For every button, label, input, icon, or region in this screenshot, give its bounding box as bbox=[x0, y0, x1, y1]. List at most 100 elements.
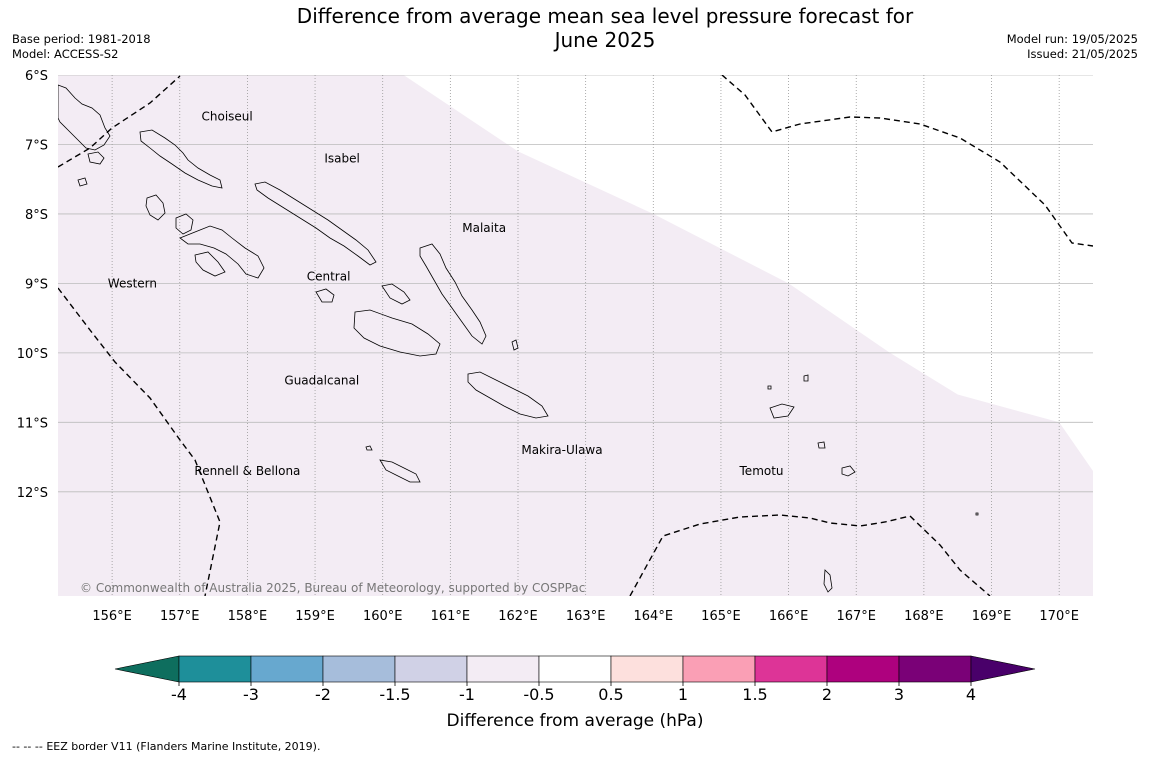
colorbar-bin-1 bbox=[250, 655, 324, 683]
florida-islands bbox=[315, 288, 335, 303]
lon-tick-label-3: 159°E bbox=[295, 609, 335, 624]
lon-tick-label-11: 167°E bbox=[836, 609, 876, 624]
santa-isabel-coast bbox=[254, 181, 377, 266]
lat-tick-label-2: 8°S bbox=[25, 208, 48, 223]
lon-tick-label-8: 164°E bbox=[634, 609, 674, 624]
province-label-0: Choiseul bbox=[202, 110, 253, 124]
guadalcanal-coast bbox=[353, 309, 441, 357]
colorbar-high-extend bbox=[970, 655, 1036, 683]
eez-border-south-west bbox=[58, 287, 221, 596]
colorbar-bin-6 bbox=[610, 655, 684, 683]
lon-tick-label-7: 163°E bbox=[566, 609, 606, 624]
colorbar-tick-label-10: 3 bbox=[894, 685, 904, 704]
vella-lavella bbox=[145, 194, 166, 221]
province-label-1: Isabel bbox=[324, 151, 359, 165]
model-name: Model: ACCESS-S2 bbox=[12, 47, 119, 61]
lat-tick-label-6: 12°S bbox=[17, 486, 48, 501]
colorbar-tick-label-6: 0.5 bbox=[598, 685, 623, 704]
colorbar: -4 -3 -2 -1.5 -1 -0.5 0.5 1 1.5 2 3 4 bbox=[114, 655, 1036, 704]
tikopia-anuta bbox=[823, 512, 979, 593]
latitude-tick-labels: 6°S 7°S 8°S 9°S 10°S 11°S 12°S bbox=[17, 69, 48, 501]
shortland-islands bbox=[77, 151, 105, 187]
choiseul-coast bbox=[139, 129, 223, 189]
bellona-island bbox=[365, 445, 373, 451]
colorbar-tick-label-0: -4 bbox=[171, 685, 187, 704]
lon-tick-label-9: 165°E bbox=[701, 609, 741, 624]
lon-tick-label-5: 161°E bbox=[431, 609, 471, 624]
colorbar-bin-0 bbox=[178, 655, 252, 683]
rendova-vangunu bbox=[194, 251, 226, 277]
colorbar-tick-label-2: -2 bbox=[315, 685, 331, 704]
russell-islands bbox=[381, 283, 411, 305]
lat-tick-label-1: 7°S bbox=[25, 138, 48, 153]
makira-coast bbox=[467, 371, 549, 419]
meta-right: Model run: 19/05/2025 Issued: 21/05/2025 bbox=[1007, 32, 1138, 62]
colorbar-bin-9 bbox=[826, 655, 900, 683]
coastlines bbox=[58, 84, 979, 593]
new-georgia bbox=[179, 225, 265, 279]
colorbar-bin-8 bbox=[754, 655, 828, 683]
province-labels: Choiseul Isabel Malaita Western Central Guada… bbox=[108, 110, 784, 478]
base-period: Base period: 1981-2018 bbox=[12, 32, 151, 46]
eez-border-north-west bbox=[58, 75, 181, 168]
colorbar-bin-4 bbox=[466, 655, 540, 683]
colorbar-tick-label-7: 1 bbox=[678, 685, 688, 704]
footer-legend: -- -- -- EEZ border V11 (Flanders Marine… bbox=[12, 740, 320, 753]
santa-cruz-islands bbox=[767, 374, 809, 419]
colorbar-label: Difference from average (hPa) bbox=[447, 711, 704, 731]
meta-left: Base period: 1981-2018 Model: ACCESS-S2 bbox=[12, 32, 151, 62]
colorbar-bin-7 bbox=[682, 655, 756, 683]
bougainville-coast bbox=[58, 84, 111, 151]
lon-tick-label-4: 160°E bbox=[363, 609, 403, 624]
colorbar-bin-5 bbox=[538, 655, 612, 683]
colorbar-tick-label-3: -1.5 bbox=[379, 685, 410, 704]
colorbar-tick-label-8: 1.5 bbox=[742, 685, 767, 704]
vanikoro-island bbox=[841, 465, 856, 477]
province-label-4: Central bbox=[307, 269, 351, 283]
province-label-5: Guadalcanal bbox=[284, 374, 359, 388]
province-label-7: Temotu bbox=[739, 464, 784, 478]
province-label-6: Makira-Ulawa bbox=[521, 443, 602, 457]
pressure-anomaly-fill bbox=[58, 75, 1093, 596]
province-label-8: Rennell & Bellona bbox=[194, 464, 300, 478]
model-run: Model run: 19/05/2025 bbox=[1006, 32, 1138, 46]
colorbar-low-extend bbox=[114, 655, 180, 683]
lat-tick-label-3: 9°S bbox=[25, 277, 48, 292]
malaita-coast bbox=[419, 243, 487, 345]
gridlines bbox=[58, 75, 1093, 596]
colorbar-tick-label-4: -1 bbox=[459, 685, 475, 704]
eez-legend-text: EEZ border V11 (Flanders Marine Institut… bbox=[46, 740, 321, 753]
colorbar-tick-label-1: -3 bbox=[243, 685, 259, 704]
eez-border-south bbox=[629, 514, 991, 596]
lon-tick-label-6: 162°E bbox=[498, 609, 538, 624]
colorbar-tick-label-9: 2 bbox=[822, 685, 832, 704]
colorbar-bin-3 bbox=[394, 655, 468, 683]
province-label-3: Western bbox=[108, 276, 157, 290]
lon-tick-label-10: 166°E bbox=[769, 609, 809, 624]
lon-tick-label-2: 158°E bbox=[228, 609, 268, 624]
colorbar-tick-label-11: 4 bbox=[966, 685, 976, 704]
lon-tick-label-0: 156°E bbox=[92, 609, 132, 624]
colorbar-tick-label-5: -0.5 bbox=[523, 685, 554, 704]
province-label-2: Malaita bbox=[462, 221, 506, 235]
lat-tick-label-5: 11°S bbox=[17, 416, 48, 431]
utupua-island bbox=[817, 441, 826, 449]
kolombangara bbox=[175, 213, 194, 235]
eez-border-north-east bbox=[721, 75, 1093, 247]
colorbar-bin-10 bbox=[898, 655, 972, 683]
longitude-tick-labels: 156°E 157°E 158°E 159°E 160°E 161°E 162°E 163°E… bbox=[92, 609, 1079, 624]
map-title: Difference from average mean sea level p… bbox=[296, 4, 914, 52]
eez-legend-symbol: -- -- -- bbox=[12, 740, 43, 753]
lat-tick-label-0: 6°S bbox=[25, 69, 48, 84]
lon-tick-label-12: 168°E bbox=[904, 609, 944, 624]
colorbar-bin-2 bbox=[322, 655, 396, 683]
issued-date: Issued: 21/05/2025 bbox=[1027, 47, 1138, 61]
lat-tick-label-4: 10°S bbox=[17, 347, 48, 362]
eez-borders bbox=[58, 75, 1093, 596]
copyright-notice: © Commonwealth of Australia 2025, Bureau… bbox=[80, 581, 585, 595]
lon-tick-label-1: 157°E bbox=[160, 609, 200, 624]
lon-tick-label-14: 170°E bbox=[1039, 609, 1079, 624]
lon-tick-label-13: 169°E bbox=[972, 609, 1012, 624]
rennell-island bbox=[379, 459, 421, 483]
